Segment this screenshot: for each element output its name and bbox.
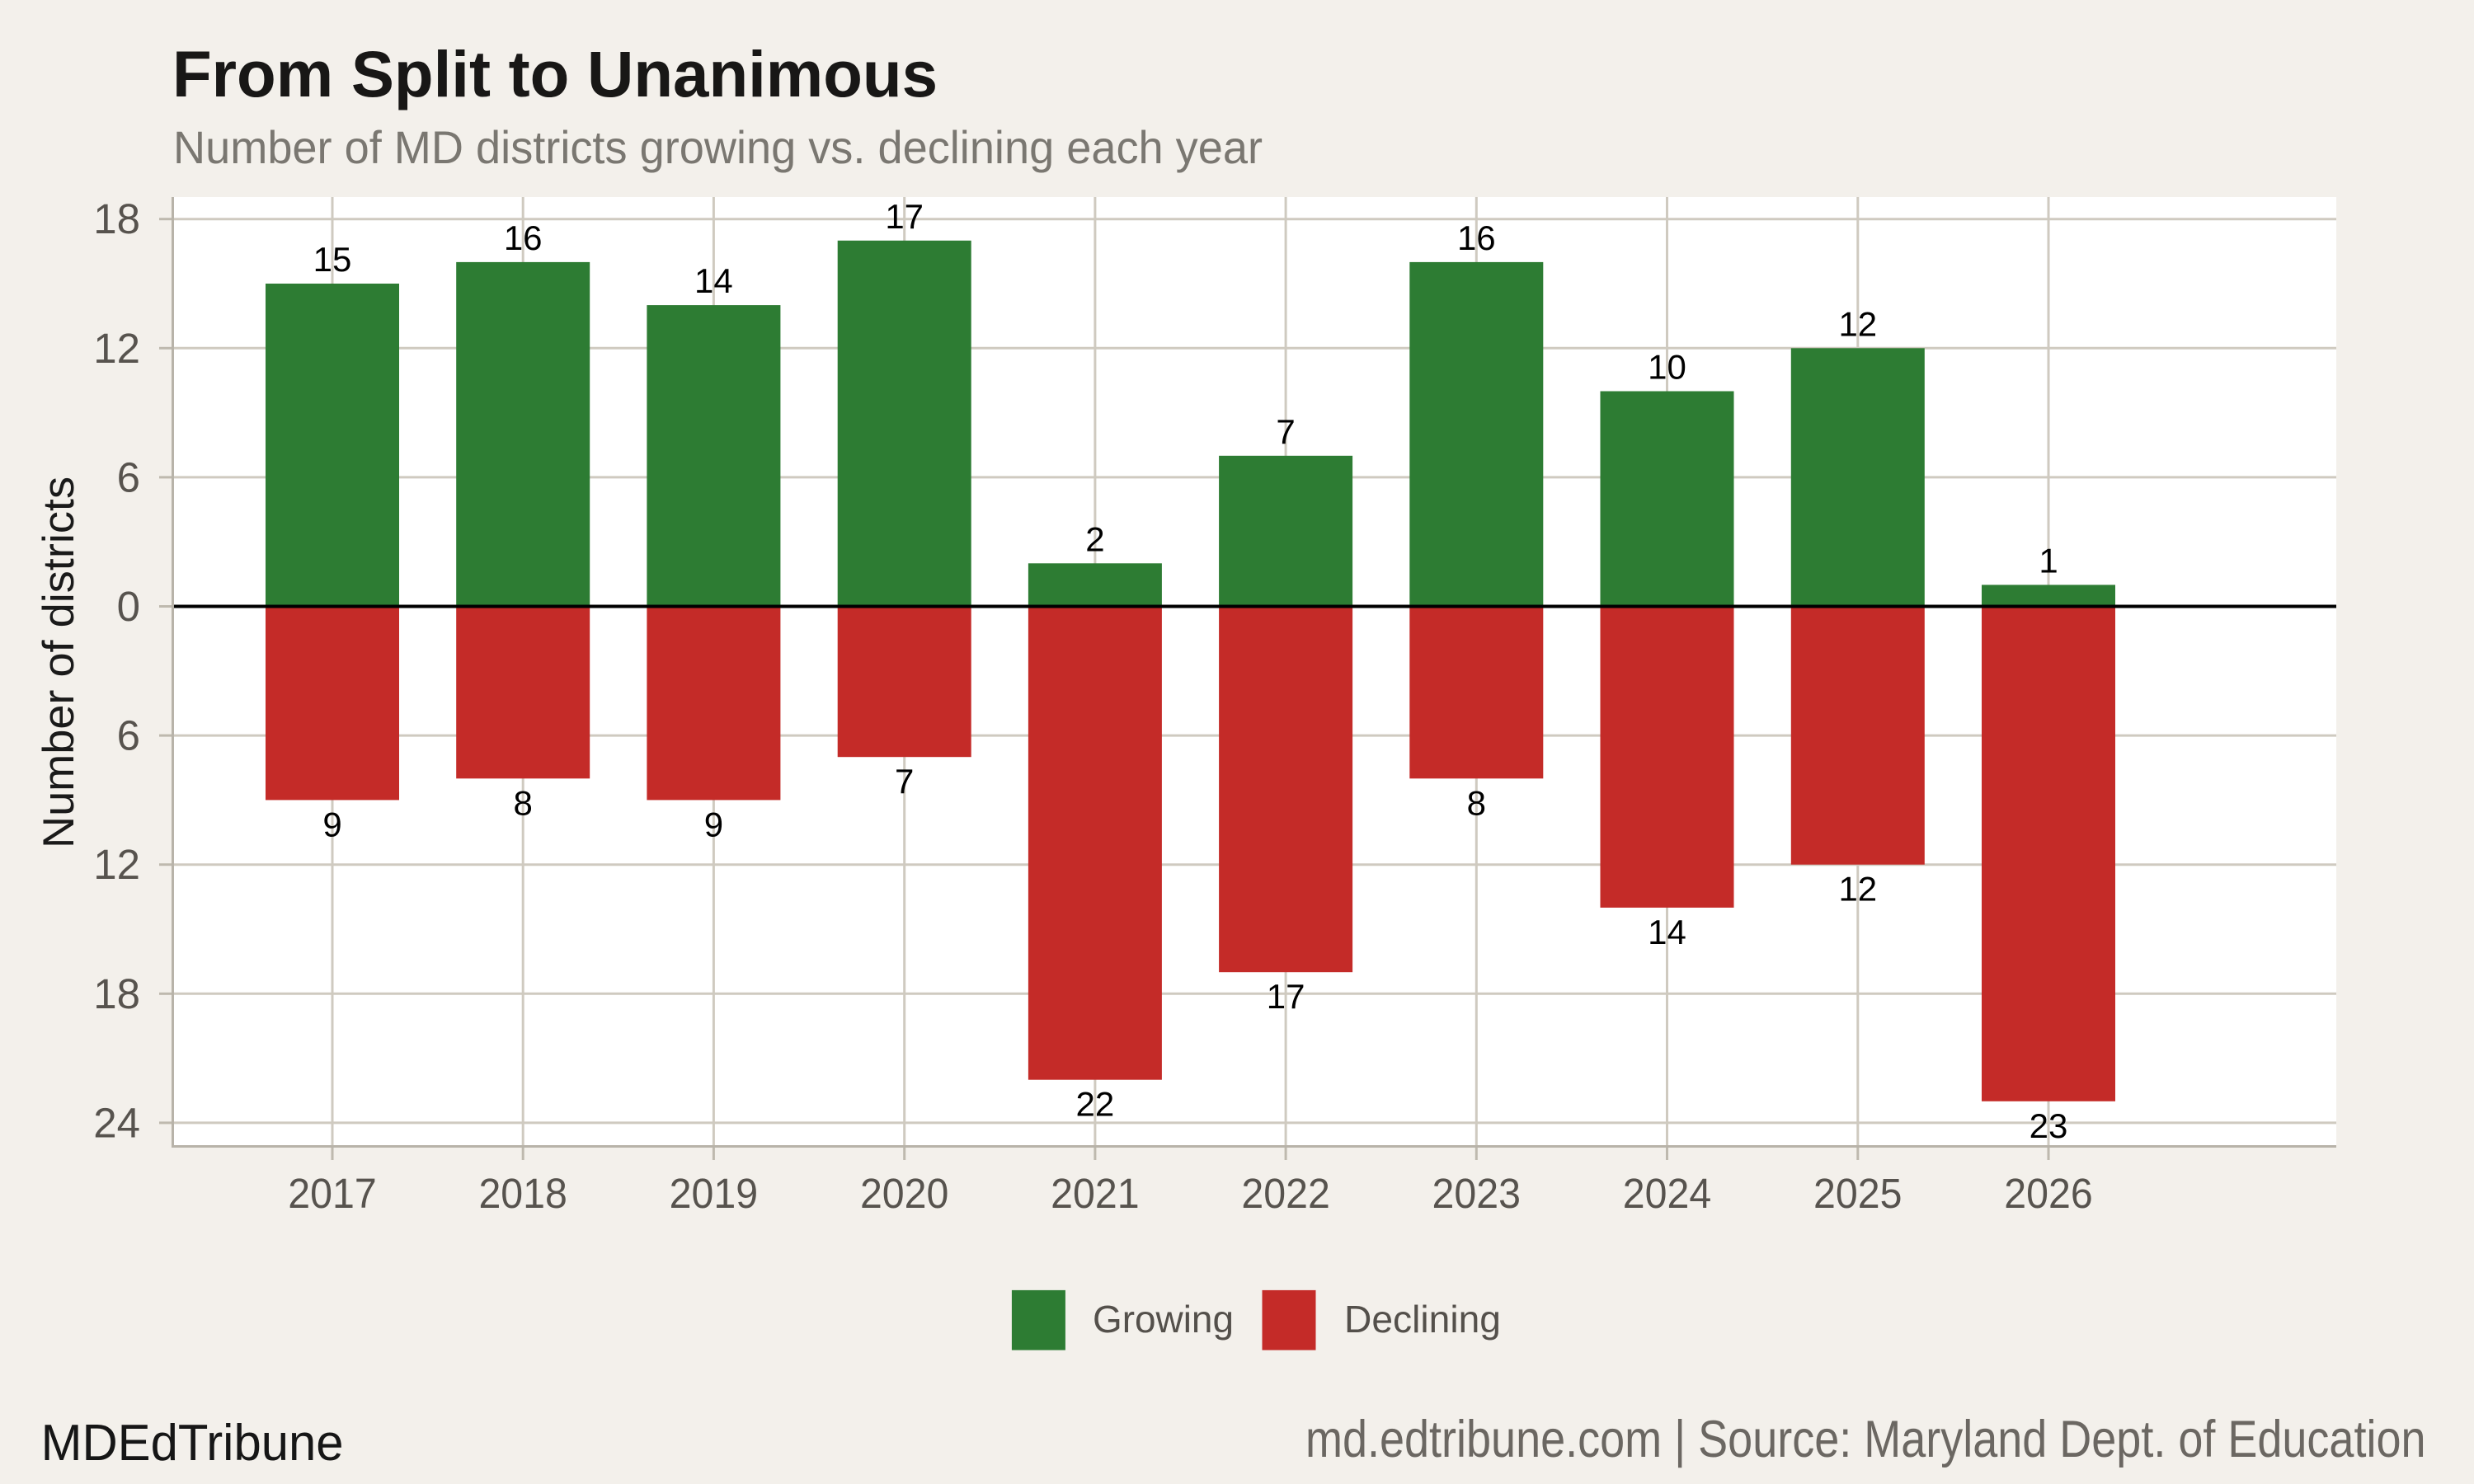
svg-text:6: 6: [117, 453, 140, 500]
svg-text:8: 8: [514, 783, 533, 822]
svg-text:MDEdTribune: MDEdTribune: [41, 1415, 344, 1472]
svg-text:7: 7: [1276, 412, 1295, 451]
svg-text:2: 2: [1085, 519, 1104, 558]
svg-text:15: 15: [313, 240, 352, 279]
svg-text:12: 12: [1838, 304, 1877, 343]
svg-text:Number of MD districts growing: Number of MD districts growing vs. decli…: [173, 121, 1263, 173]
svg-text:10: 10: [1648, 348, 1686, 387]
svg-text:9: 9: [322, 805, 341, 843]
svg-text:Number of districts: Number of districts: [35, 477, 83, 848]
svg-text:17: 17: [885, 197, 924, 236]
svg-text:md.edtribune.com | Source: Mar: md.edtribune.com | Source: Maryland Dept…: [1305, 1411, 2426, 1468]
svg-text:18: 18: [93, 970, 140, 1017]
svg-text:0: 0: [117, 583, 140, 630]
svg-text:22: 22: [1076, 1085, 1115, 1124]
svg-text:18: 18: [93, 195, 140, 242]
svg-text:16: 16: [504, 218, 543, 257]
svg-text:2022: 2022: [1241, 1170, 1330, 1217]
svg-text:Growing: Growing: [1093, 1298, 1234, 1341]
svg-text:2020: 2020: [860, 1170, 949, 1217]
svg-text:14: 14: [1648, 913, 1686, 951]
svg-text:2023: 2023: [1432, 1170, 1522, 1217]
svg-text:6: 6: [117, 712, 140, 759]
svg-text:2024: 2024: [1623, 1170, 1712, 1217]
svg-text:2018: 2018: [478, 1170, 567, 1217]
svg-text:12: 12: [1838, 870, 1877, 909]
svg-text:2021: 2021: [1051, 1170, 1140, 1217]
svg-text:8: 8: [1467, 783, 1486, 822]
svg-text:1: 1: [2039, 541, 2058, 580]
svg-text:7: 7: [895, 762, 914, 801]
svg-text:17: 17: [1267, 977, 1305, 1016]
svg-text:2026: 2026: [2004, 1170, 2093, 1217]
svg-text:23: 23: [2030, 1106, 2068, 1145]
svg-text:16: 16: [1457, 218, 1496, 257]
svg-text:12: 12: [93, 325, 140, 372]
svg-text:2025: 2025: [1813, 1170, 1903, 1217]
svg-text:Declining: Declining: [1344, 1298, 1501, 1341]
svg-text:24: 24: [93, 1099, 140, 1146]
svg-text:14: 14: [694, 261, 733, 300]
svg-text:9: 9: [704, 805, 723, 843]
svg-text:2017: 2017: [288, 1170, 377, 1217]
svg-text:12: 12: [93, 841, 140, 888]
svg-text:2019: 2019: [670, 1170, 759, 1217]
svg-text:From Split to Unanimous: From Split to Unanimous: [172, 37, 938, 110]
